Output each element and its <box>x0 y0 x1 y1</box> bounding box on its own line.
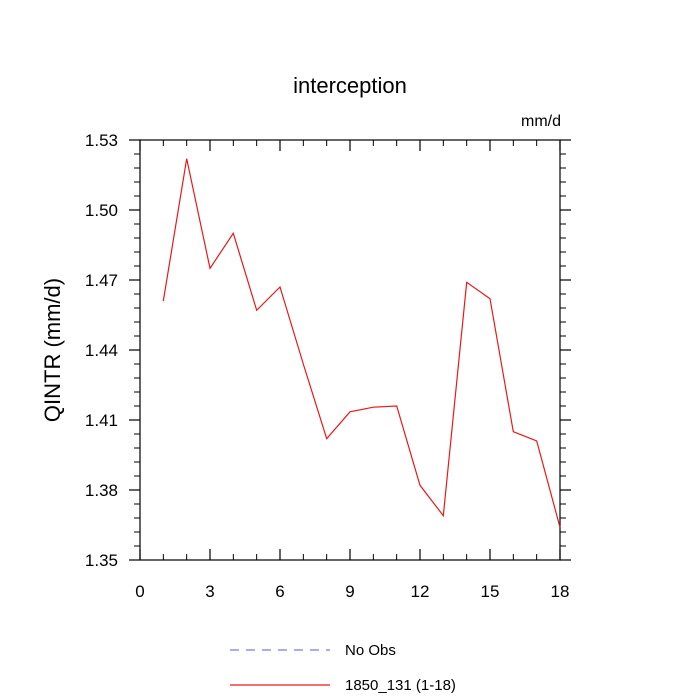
x-tick-label: 6 <box>275 582 284 601</box>
x-tick-label: 18 <box>551 582 570 601</box>
legend-label-0: No Obs <box>345 642 396 659</box>
legend-label-1: 1850_131 (1-18) <box>345 677 456 694</box>
x-tick-label: 9 <box>345 582 354 601</box>
y-tick-label: 1.41 <box>85 411 118 430</box>
legend: No Obs 1850_131 (1-18) <box>230 642 456 694</box>
x-tick-label: 3 <box>205 582 214 601</box>
y-tick-label: 1.44 <box>85 341 118 360</box>
plot-frame <box>139 139 561 561</box>
x-tick-label: 15 <box>481 582 500 601</box>
y-tick-label: 1.53 <box>85 131 118 150</box>
series-line-0 <box>162 158 561 528</box>
x-tick-labels: 0 3 6 9 12 15 18 <box>135 582 569 601</box>
axis-ticks <box>129 139 571 561</box>
y-tick-labels: 1.35 1.38 1.41 1.44 1.47 1.50 1.53 <box>85 131 118 570</box>
x-tick-label: 12 <box>411 582 430 601</box>
y-tick-label: 1.50 <box>85 201 118 220</box>
chart-title: interception <box>293 73 407 98</box>
series-group <box>162 158 561 528</box>
y-tick-label: 1.47 <box>85 271 118 290</box>
y-tick-label: 1.35 <box>85 551 118 570</box>
y-axis-label: QINTR (mm/d) <box>40 278 65 422</box>
units-label: mm/d <box>521 113 561 130</box>
y-tick-label: 1.38 <box>85 481 118 500</box>
x-tick-label: 0 <box>135 582 144 601</box>
